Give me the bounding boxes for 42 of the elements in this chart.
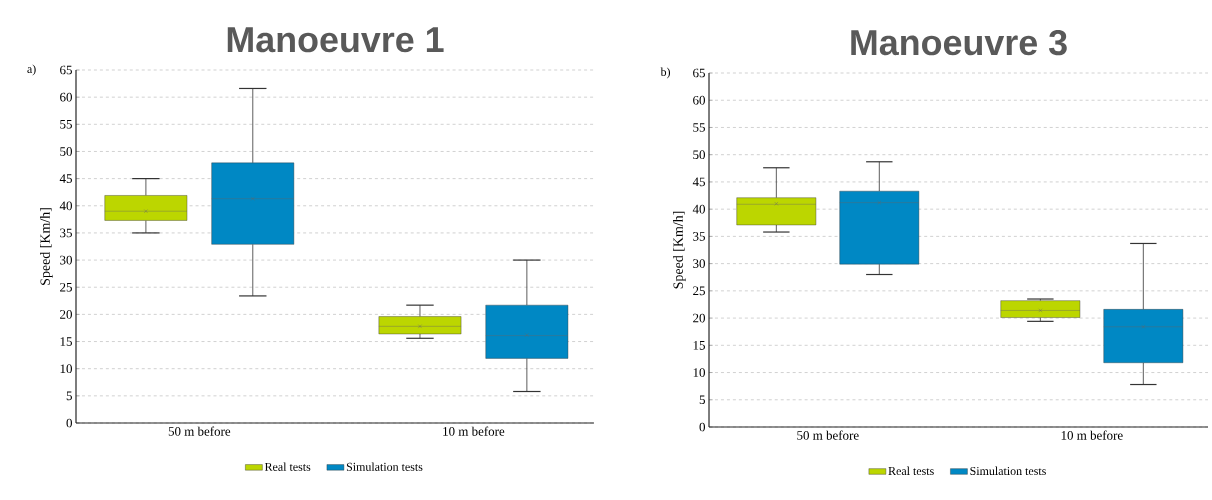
x-tick-label: 10 m before: [1061, 430, 1123, 440]
x-tick-label: 10 m before: [443, 426, 505, 436]
y-tick-label: 10: [693, 368, 705, 377]
y-tick-label: 35: [60, 228, 72, 238]
y-tick-label: 20: [693, 313, 705, 323]
y-tick-label: 60: [60, 92, 72, 102]
y-axis-title: Speed [Km/h]: [40, 208, 53, 285]
y-tick-label: 0: [66, 418, 72, 428]
legend-label: Simulation tests: [970, 466, 1046, 475]
y-tick-label: 35: [693, 232, 705, 241]
y-tick-label: 5: [699, 395, 705, 405]
y-tick-label: 45: [59, 174, 72, 183]
y-tick-label: 55: [60, 120, 72, 129]
y-tick-label: 45: [692, 177, 705, 187]
y-tick-label: 25: [693, 286, 705, 296]
y-tick-label: 20: [60, 310, 72, 319]
chart-title: Manoeuvre 3: [851, 29, 1067, 56]
chart-title: Manoeuvre 1: [227, 27, 444, 53]
x-tick-label: 50 m before: [797, 430, 859, 440]
y-tick-label: 50: [60, 147, 72, 156]
legend-label: Real tests: [264, 462, 311, 471]
legend-label: Simulation tests: [346, 462, 423, 471]
y-tick-label: 30: [693, 259, 705, 268]
y-tick-label: 5: [66, 391, 72, 401]
y-tick-label: 15: [60, 337, 72, 346]
y-tick-label: 25: [60, 282, 72, 292]
y-tick-label: 65: [60, 65, 72, 75]
text: b): [660, 67, 671, 79]
y-tick-label: 0: [699, 422, 705, 432]
legend-label: Real tests: [888, 466, 934, 475]
x-tick-label: 50 m before: [168, 426, 231, 436]
y-tick-label: 40: [59, 201, 72, 211]
y-tick-label: 10: [60, 364, 72, 374]
y-tick-label: 65: [693, 68, 705, 78]
y-axis-title: Speed [Km/h]: [673, 211, 686, 289]
text: a): [27, 64, 36, 76]
y-tick-label: 60: [693, 95, 705, 105]
y-tick-label: 55: [693, 123, 705, 132]
y-tick-label: 40: [692, 204, 705, 214]
y-tick-label: 30: [60, 255, 72, 265]
y-tick-label: 15: [693, 340, 705, 350]
y-tick-label: 50: [693, 150, 705, 160]
